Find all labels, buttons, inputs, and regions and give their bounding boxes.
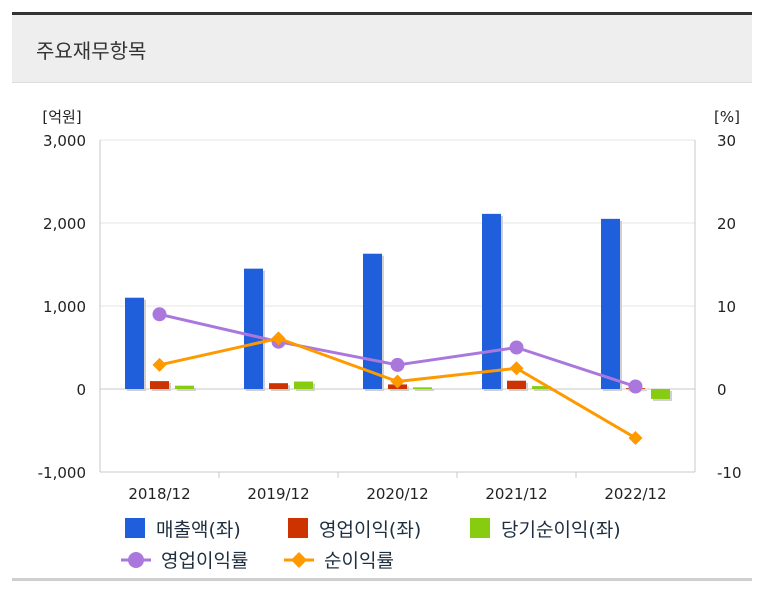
category-label: 2020/12 <box>366 485 428 503</box>
category-label: 2019/12 <box>247 485 309 503</box>
category-label: 2022/12 <box>604 485 666 503</box>
legend-swatch <box>288 518 308 538</box>
point-diamond <box>152 357 167 372</box>
legend-marker-diamond <box>291 552 307 568</box>
legend-marker-circle <box>128 552 144 568</box>
point-diamond <box>509 361 524 376</box>
category-label: 2021/12 <box>485 485 547 503</box>
bar-1 <box>601 218 620 389</box>
point-circle <box>509 340 524 355</box>
category-label: 2018/12 <box>128 485 190 503</box>
legend-label: 순이익률 <box>324 550 394 572</box>
right-tick-label: 0 <box>717 381 727 399</box>
right-tick-label: 20 <box>717 215 736 233</box>
right-axis-unit: [%] <box>714 108 740 126</box>
legend-swatch <box>125 518 145 538</box>
legend-label: 당기순이익(좌) <box>501 519 621 541</box>
bar-shadow <box>415 389 434 391</box>
left-axis-unit: [억원] <box>42 108 81 126</box>
bar-1 <box>363 253 382 389</box>
bar-3 <box>532 386 551 389</box>
point-diamond <box>390 374 405 389</box>
point-diamond <box>628 430 643 445</box>
point-diamond <box>271 331 286 346</box>
bar-3 <box>175 385 194 389</box>
bar-1 <box>482 213 501 389</box>
legend-label: 영업이익률 <box>161 550 248 572</box>
section-title: 주요재무항목 <box>36 39 147 63</box>
bar-3 <box>413 387 432 389</box>
point-circle <box>152 307 167 322</box>
left-tick-label: -1,000 <box>38 464 86 482</box>
bar-2 <box>269 383 288 389</box>
left-tick-label: 1,000 <box>43 298 86 316</box>
section-header: 주요재무항목 <box>12 15 752 83</box>
bar-1 <box>125 297 144 389</box>
right-tick-label: 10 <box>717 298 736 316</box>
legend-label: 매출액(좌) <box>156 519 241 541</box>
bar-3 <box>294 381 313 389</box>
top-rule <box>12 12 752 15</box>
bar-2 <box>507 380 526 389</box>
right-tick-label: 30 <box>717 132 736 150</box>
left-tick-label: 0 <box>76 381 86 399</box>
bar-2 <box>150 381 169 389</box>
legend-swatch <box>470 518 490 538</box>
financial-summary-panel: 주요재무항목 <box>12 0 752 581</box>
bar-3 <box>651 389 670 399</box>
point-circle <box>390 357 405 372</box>
bar-shadow <box>177 387 196 391</box>
left-tick-label: 3,000 <box>43 132 86 150</box>
legend-label: 영업이익(좌) <box>319 519 421 541</box>
point-circle <box>628 379 643 394</box>
bar-1 <box>244 268 263 389</box>
bar-shadow <box>534 388 553 391</box>
bottom-rule <box>12 578 752 581</box>
left-tick-label: 2,000 <box>43 215 86 233</box>
right-tick-label: -10 <box>717 464 742 482</box>
